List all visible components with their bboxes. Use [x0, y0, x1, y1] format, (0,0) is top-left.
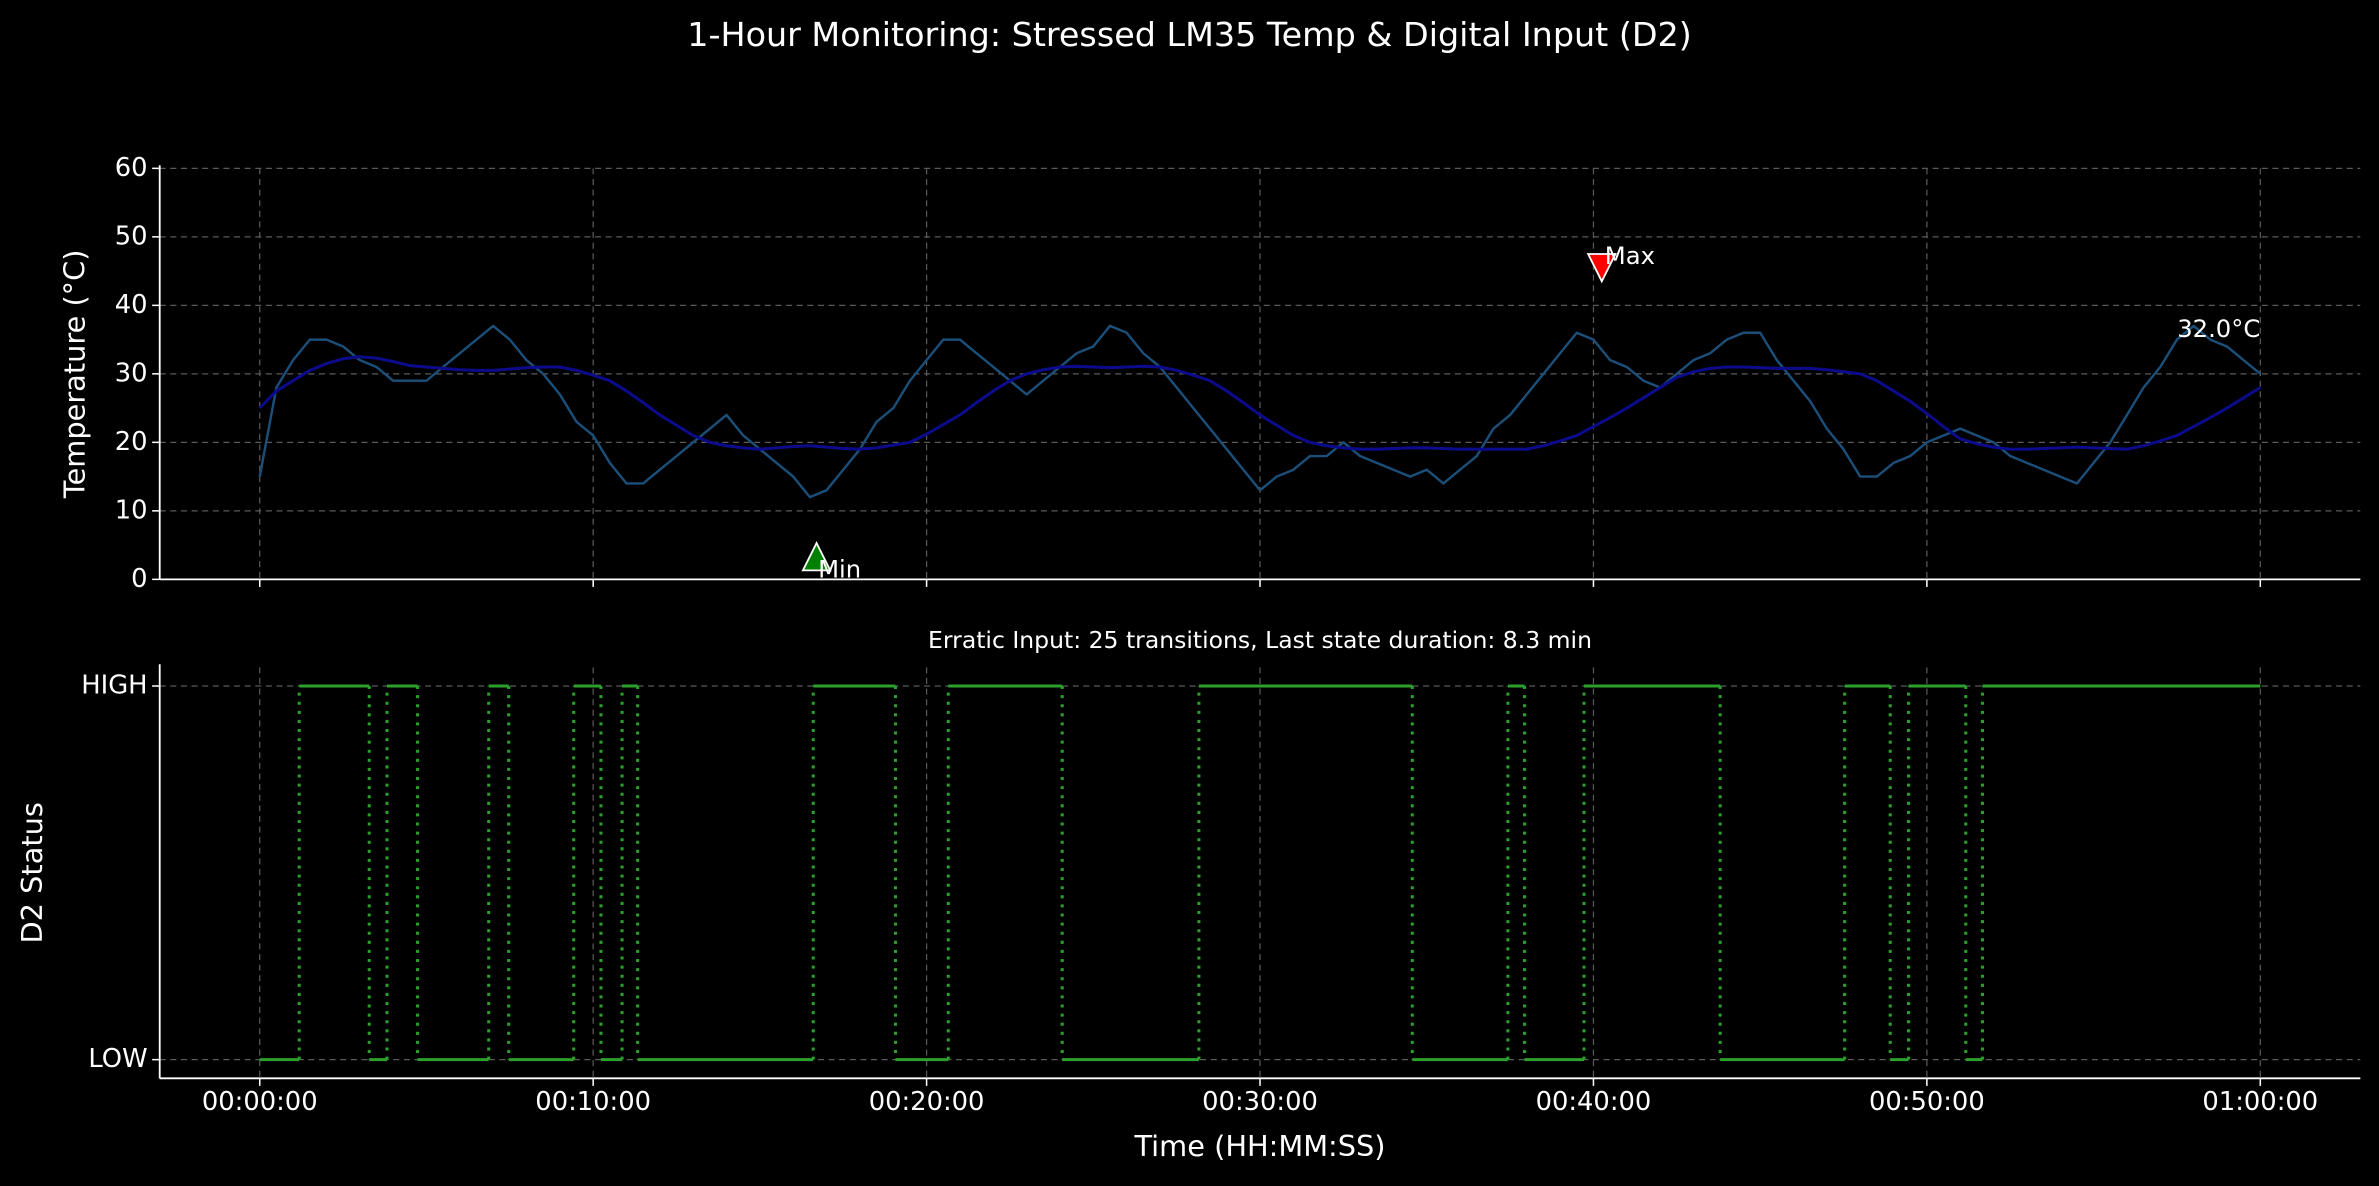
- y-axis-label: Temperature (°C): [57, 250, 91, 500]
- y-tick-label: 40: [115, 290, 148, 320]
- y-tick-label: 60: [115, 153, 148, 183]
- x-tick-label: 01:00:00: [2202, 1087, 2318, 1117]
- y-tick-label: 50: [115, 221, 148, 251]
- temperature-line: [258, 324, 2262, 499]
- annotation: Min: [818, 554, 861, 583]
- annotation: Max: [1605, 241, 1655, 270]
- x-tick-label: 00:30:00: [1202, 1087, 1318, 1117]
- subplot-title: Erratic Input: 25 transitions, Last stat…: [928, 626, 1592, 654]
- max-marker: [1586, 253, 1617, 284]
- y-tick-label: 0: [131, 564, 147, 594]
- x-tick-label: 00:50:00: [1869, 1087, 1985, 1117]
- y-tick-label: 20: [115, 427, 148, 457]
- y-axis-label: D2 Status: [15, 802, 49, 943]
- y-tick-label: 30: [115, 358, 148, 388]
- x-tick-label: 00:10:00: [535, 1087, 651, 1117]
- annotation: 32.0°C: [2177, 314, 2260, 343]
- y-tick-label: LOW: [88, 1044, 147, 1074]
- x-tick-label: 00:40:00: [1536, 1087, 1652, 1117]
- x-axis-label: Time (HH:MM:SS): [1133, 1129, 1385, 1163]
- temperature-line: [258, 355, 2262, 451]
- y-tick-label: HIGH: [81, 670, 147, 700]
- min-marker: [801, 541, 832, 572]
- x-tick-label: 00:20:00: [869, 1087, 985, 1117]
- figure-title: 1-Hour Monitoring: Stressed LM35 Temp & …: [687, 15, 1692, 54]
- y-tick-label: 10: [115, 495, 148, 525]
- x-tick-label: 00:00:00: [202, 1087, 318, 1117]
